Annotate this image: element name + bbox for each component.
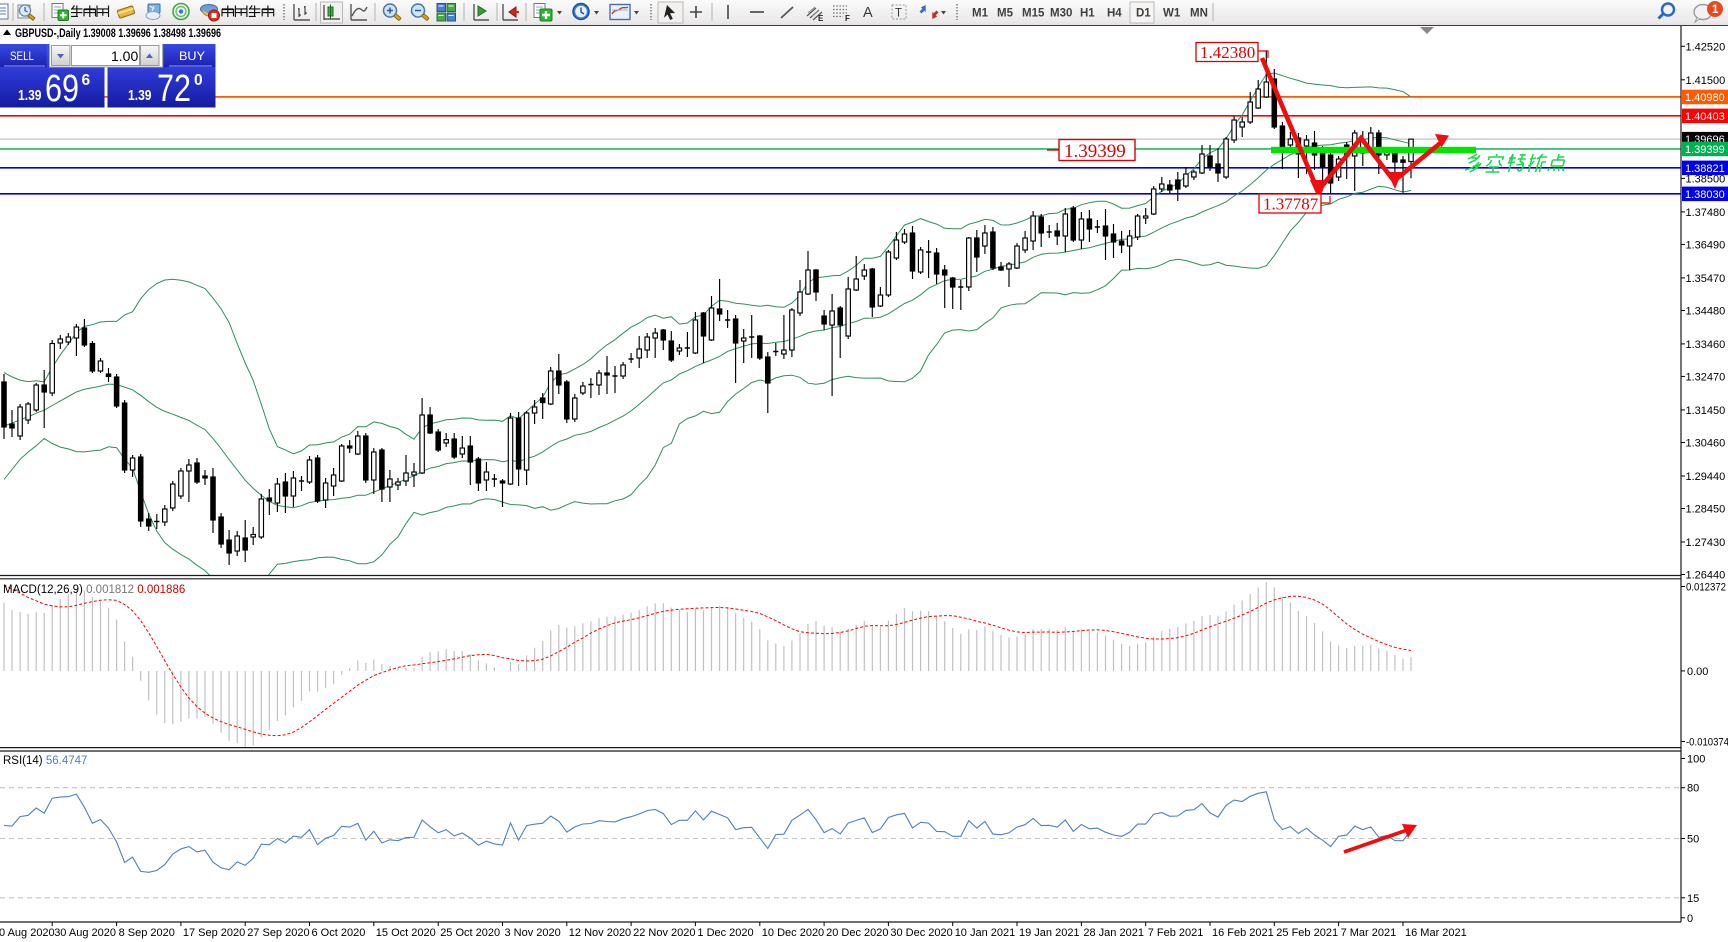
svg-text:M1: M1 [972,8,989,20]
svg-text:1.26440: 1.26440 [1686,570,1726,582]
svg-text:25 Oct 2020: 25 Oct 2020 [440,927,500,939]
svg-text:1.42520: 1.42520 [1686,41,1726,53]
svg-text:1.39399: 1.39399 [1685,144,1725,156]
svg-text:1.37787: 1.37787 [1263,195,1319,214]
svg-text:1.31450: 1.31450 [1686,405,1726,417]
svg-text:1.35470: 1.35470 [1686,273,1726,285]
svg-text:1.34480: 1.34480 [1686,305,1726,317]
svg-text:1.39399: 1.39399 [1064,141,1126,162]
svg-text:10 Dec 2020: 10 Dec 2020 [762,927,824,939]
svg-text:A: A [863,5,873,21]
svg-text:28 Jan 2021: 28 Jan 2021 [1083,927,1144,939]
svg-text:W1: W1 [1163,8,1181,20]
svg-text:0.00: 0.00 [1687,666,1708,678]
svg-text:1.30460: 1.30460 [1686,438,1726,450]
svg-text:MN: MN [1190,8,1208,20]
svg-text:15: 15 [1687,893,1699,905]
svg-text:20 Dec 2020: 20 Dec 2020 [826,927,888,939]
svg-text:25 Feb 2021: 25 Feb 2021 [1276,927,1338,939]
svg-text:E: E [818,14,824,23]
svg-text:22 Nov 2020: 22 Nov 2020 [633,927,695,939]
svg-text:1.39: 1.39 [18,88,42,104]
svg-text:F: F [845,14,850,23]
svg-text:1.38500: 1.38500 [1686,173,1726,185]
svg-text:0: 0 [194,72,203,89]
svg-text:17 Sep 2020: 17 Sep 2020 [183,927,245,939]
svg-text:1.29440: 1.29440 [1686,471,1726,483]
svg-text:50: 50 [1687,834,1699,846]
svg-text:12 Nov 2020: 12 Nov 2020 [569,927,631,939]
svg-text:1.40403: 1.40403 [1685,111,1725,123]
svg-text:100: 100 [1687,754,1705,766]
svg-text:1.40980: 1.40980 [1685,92,1725,104]
svg-text:1.42380: 1.42380 [1200,43,1255,62]
svg-text:69: 69 [45,68,79,110]
svg-text:-0.010374: -0.010374 [1686,737,1728,749]
svg-text:1.36490: 1.36490 [1686,239,1726,251]
svg-text:10 Jan 2021: 10 Jan 2021 [955,927,1016,939]
svg-text:1.38030: 1.38030 [1685,189,1725,201]
svg-text:H4: H4 [1107,8,1122,20]
svg-text:D1: D1 [1136,8,1151,20]
svg-text:1.41500: 1.41500 [1686,75,1726,87]
svg-text:27 Sep 2020: 27 Sep 2020 [247,927,309,939]
svg-text:80: 80 [1687,783,1699,795]
svg-text:0: 0 [1687,913,1693,925]
svg-text:M15: M15 [1022,8,1045,20]
svg-text:0.012372: 0.012372 [1686,582,1726,594]
svg-text:30 Aug 2020: 30 Aug 2020 [54,927,116,939]
svg-text:72: 72 [157,68,191,110]
svg-text:8 Sep 2020: 8 Sep 2020 [119,927,175,939]
svg-text:MACD(12,26,9) 0.001812 0.00188: MACD(12,26,9) 0.001812 0.001886 [3,584,185,596]
svg-text:RSI(14) 56.4747: RSI(14) 56.4747 [3,755,87,767]
svg-text:30 Dec 2020: 30 Dec 2020 [890,927,952,939]
svg-text:1.37480: 1.37480 [1686,207,1726,219]
svg-text:1.38821: 1.38821 [1685,163,1725,175]
svg-text:1.32470: 1.32470 [1686,371,1726,383]
svg-text:GBPUSD-,Daily 1.39008 1.39696: GBPUSD-,Daily 1.39008 1.39696 1.38498 1.… [15,28,221,40]
svg-text:M5: M5 [997,8,1014,20]
svg-text:T: T [895,8,902,20]
svg-text:3 Nov 2020: 3 Nov 2020 [505,927,561,939]
svg-text:16 Mar 2021: 16 Mar 2021 [1405,927,1467,939]
svg-text:1.39: 1.39 [128,88,152,104]
svg-text:7 Feb 2021: 7 Feb 2021 [1148,927,1204,939]
svg-text:1.00: 1.00 [111,48,138,64]
svg-text:6: 6 [82,72,91,89]
svg-text:BUY: BUY [179,49,205,63]
svg-text:19 Jan 2021: 19 Jan 2021 [1019,927,1080,939]
svg-text:15 Oct 2020: 15 Oct 2020 [376,927,436,939]
svg-text:1: 1 [1712,4,1719,16]
svg-text:7 Mar 2021: 7 Mar 2021 [1341,927,1397,939]
svg-text:SELL: SELL [10,49,34,63]
svg-text:H1: H1 [1080,8,1095,20]
svg-text:1.28450: 1.28450 [1686,504,1726,516]
svg-text:0 Aug 2020: 0 Aug 2020 [0,927,55,939]
svg-text:16 Feb 2021: 16 Feb 2021 [1212,927,1274,939]
svg-text:M30: M30 [1050,8,1072,20]
svg-text:6 Oct 2020: 6 Oct 2020 [312,927,366,939]
svg-text:1 Dec 2020: 1 Dec 2020 [697,927,753,939]
svg-text:1.33460: 1.33460 [1686,339,1726,351]
svg-text:1.27430: 1.27430 [1686,537,1726,549]
